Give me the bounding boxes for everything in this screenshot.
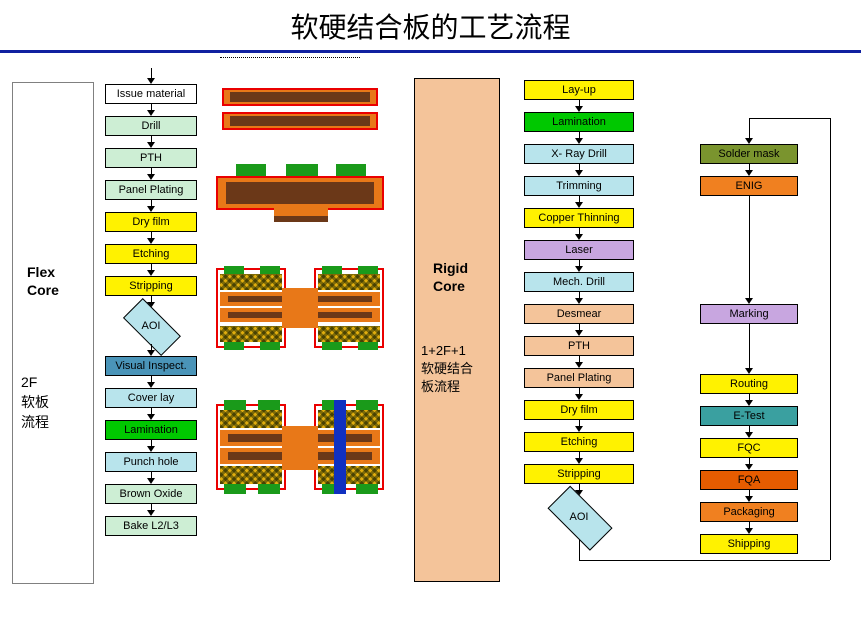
rigid-sublabel: 软硬结合 bbox=[421, 361, 473, 378]
process-step-drill: Drill bbox=[105, 116, 197, 136]
process-step-stripping: Stripping bbox=[524, 464, 634, 484]
process-step-mech-drill: Mech. Drill bbox=[524, 272, 634, 292]
dotted-divider bbox=[220, 57, 360, 59]
process-step-punch-hole: Punch hole bbox=[105, 452, 197, 472]
process-step-cover-lay: Cover lay bbox=[105, 388, 197, 408]
title-underline bbox=[0, 50, 861, 53]
process-step-stripping: Stripping bbox=[105, 276, 197, 296]
process-step-panel-plating: Panel Plating bbox=[524, 368, 634, 388]
process-step-panel-plating: Panel Plating bbox=[105, 180, 197, 200]
rigid-label: Rigid bbox=[433, 259, 468, 277]
flex-sublabel: 软板 bbox=[21, 393, 49, 411]
process-step-issue-material: Issue material bbox=[105, 84, 197, 104]
process-step-visual-inspect-: Visual Inspect. bbox=[105, 356, 197, 376]
process-step-dry-film: Dry film bbox=[524, 400, 634, 420]
process-step-pth: PTH bbox=[524, 336, 634, 356]
process-step-laser: Laser bbox=[524, 240, 634, 260]
process-step-aoi: AOI bbox=[115, 308, 187, 344]
page-title: 软硬结合板的工艺流程 bbox=[0, 6, 861, 46]
process-step-enig: ENIG bbox=[700, 176, 798, 196]
flex-label: Flex bbox=[27, 263, 55, 281]
rigid-sublabel: 板流程 bbox=[421, 379, 460, 396]
process-step-brown-oxide: Brown Oxide bbox=[105, 484, 197, 504]
rigid-core-panel: RigidCore 1+2F+1软硬结合板流程 bbox=[414, 78, 500, 582]
process-step-etching: Etching bbox=[524, 432, 634, 452]
process-step-shipping: Shipping bbox=[700, 534, 798, 554]
process-step-lamination: Lamination bbox=[105, 420, 197, 440]
flex-label: Core bbox=[27, 281, 59, 299]
process-step-copper-thinning: Copper Thinning bbox=[524, 208, 634, 228]
process-step-fqa: FQA bbox=[700, 470, 798, 490]
process-step-lamination: Lamination bbox=[524, 112, 634, 132]
process-step-aoi: AOI bbox=[539, 496, 619, 538]
flex-sublabel: 2F bbox=[21, 373, 37, 391]
process-step-pth: PTH bbox=[105, 148, 197, 168]
process-step-lay-up: Lay-up bbox=[524, 80, 634, 100]
process-step-e-test: E-Test bbox=[700, 406, 798, 426]
process-step-fqc: FQC bbox=[700, 438, 798, 458]
rigid-label: Core bbox=[433, 277, 465, 295]
process-step-bake-l2-l3: Bake L2/L3 bbox=[105, 516, 197, 536]
flex-core-panel: FlexCore 2F 软板流程 bbox=[12, 82, 94, 584]
process-step-solder-mask: Solder mask bbox=[700, 144, 798, 164]
process-step-dry-film: Dry film bbox=[105, 212, 197, 232]
rigid-sublabel: 1+2F+1 bbox=[421, 343, 466, 360]
process-step-routing: Routing bbox=[700, 374, 798, 394]
process-step-packaging: Packaging bbox=[700, 502, 798, 522]
process-step-trimming: Trimming bbox=[524, 176, 634, 196]
process-step-desmear: Desmear bbox=[524, 304, 634, 324]
process-step-marking: Marking bbox=[700, 304, 798, 324]
flex-sublabel: 流程 bbox=[21, 413, 49, 431]
process-step-etching: Etching bbox=[105, 244, 197, 264]
process-step-x-ray-drill: X- Ray Drill bbox=[524, 144, 634, 164]
